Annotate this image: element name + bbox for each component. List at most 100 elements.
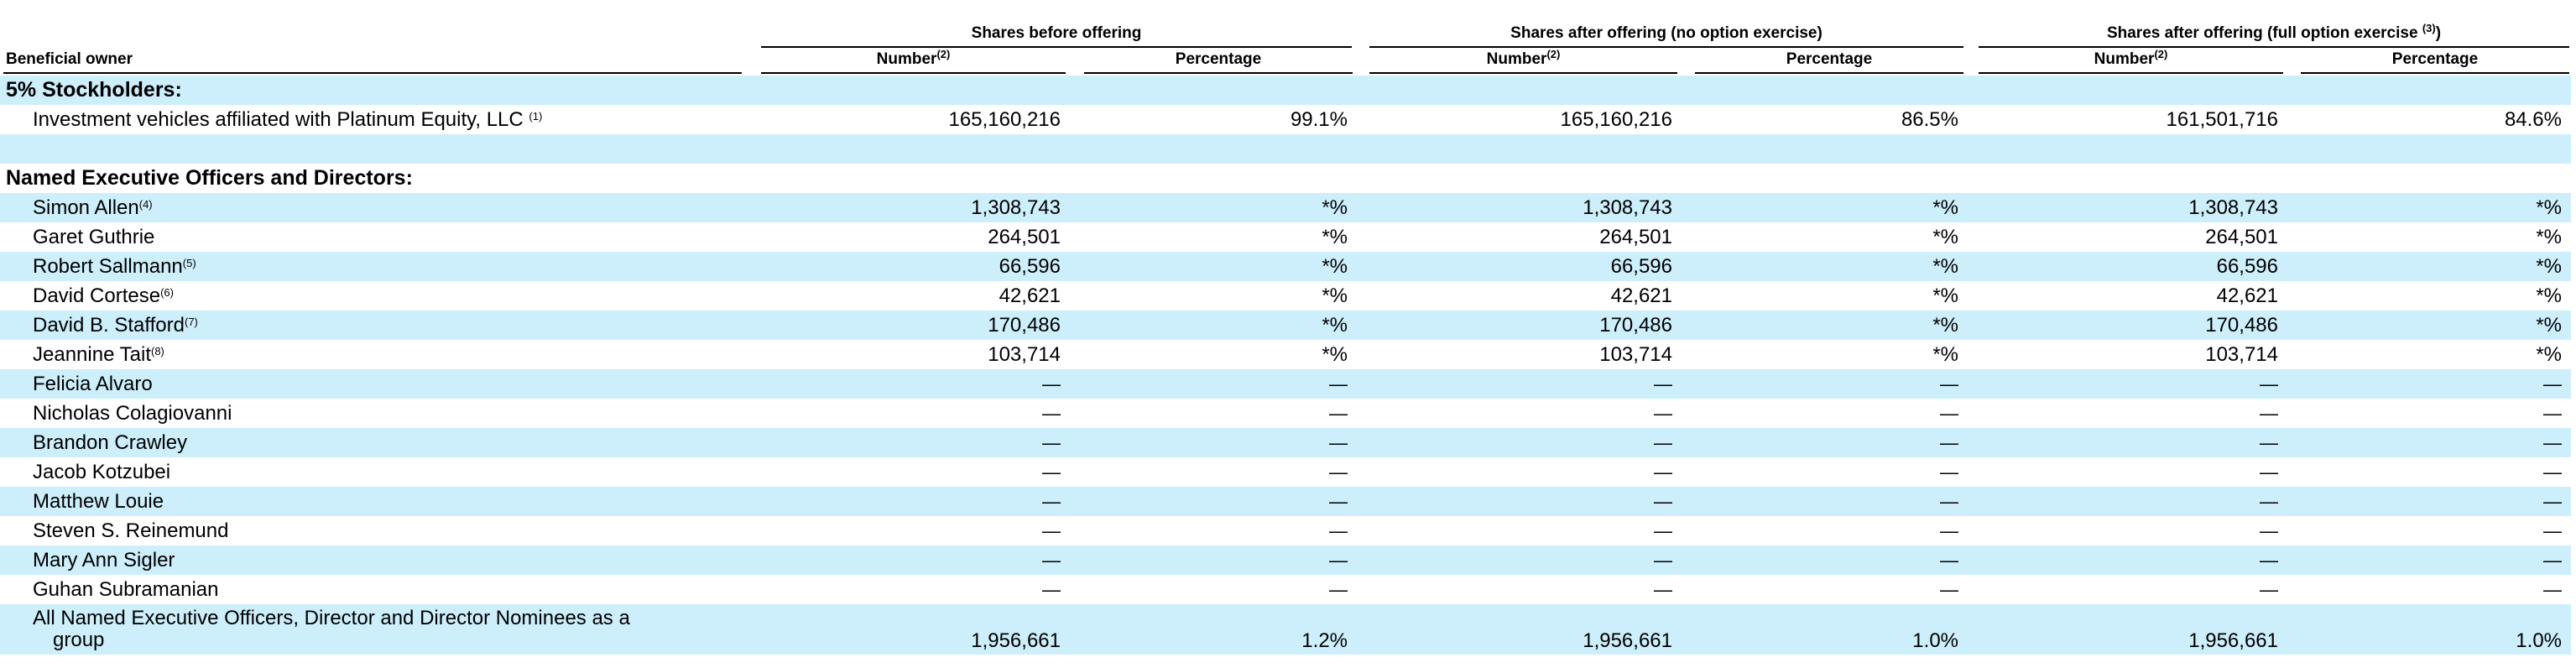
cell-number-no-option: 66,596 (1610, 255, 1672, 278)
subheader-percentage-1: Percentage (1175, 50, 1262, 68)
owner-name: Steven S. Reinemund (33, 519, 229, 542)
cell-number-no-option: — (1654, 403, 1672, 424)
owner-name: Jacob Kotzubei (33, 461, 171, 483)
footnote-ref: (8) (151, 345, 164, 357)
spacer-row (0, 134, 2571, 164)
cell-number-before: 170,486 (988, 314, 1061, 337)
owner-name: Investment vehicles affiliated with Plat… (33, 108, 543, 131)
cell-number-full-option: — (2260, 550, 2278, 571)
group-rule-no-option (1369, 46, 1963, 48)
cell-number-no-option: 103,714 (1599, 343, 1672, 366)
cell-percentage-no-option: *% (1932, 343, 1958, 366)
footnote-ref: (7) (184, 316, 198, 328)
cell-percentage-no-option: *% (1932, 284, 1958, 307)
subheader-number-1: Number(2) (876, 48, 951, 68)
cell-percentage-no-option: *% (1932, 255, 1958, 278)
cell-number-before: 1,308,743 (971, 196, 1061, 219)
cell-percentage-no-option: *% (1932, 314, 1958, 337)
table-row-platinum: Investment vehicles affiliated with Plat… (0, 105, 2571, 134)
cell-number-full-option: 1,308,743 (2188, 196, 2278, 219)
cell-percentage-before: *% (1322, 255, 1348, 278)
cell-percentage-full-option: — (2543, 579, 2562, 600)
cell-number-before: — (1042, 491, 1061, 512)
cell-number-no-option: 42,621 (1610, 284, 1672, 307)
cell-percentage-no-option: — (1940, 373, 1958, 394)
subheader-rule-5 (1979, 72, 2283, 74)
cell-number-full-option: 66,596 (2216, 255, 2278, 278)
cell-number-before: — (1042, 520, 1061, 541)
cell-number-no-option: — (1654, 491, 1672, 512)
total-name: All Named Executive Officers, Director a… (33, 607, 630, 651)
subheader-rule-3 (1369, 72, 1677, 74)
cell-number-full-option: — (2260, 491, 2278, 512)
cell-number-full-option: 1,956,661 (2188, 629, 2278, 652)
subheader-rule-2 (1084, 72, 1353, 74)
section-row-neo: Named Executive Officers and Directors: (0, 164, 2571, 193)
cell-number-no-option: 170,486 (1599, 314, 1672, 337)
owner-name: Nicholas Colagiovanni (33, 402, 232, 425)
owner-name: Simon Allen(4) (33, 196, 153, 219)
subheader-rule-6 (2301, 72, 2569, 74)
cell-number-full-option: — (2260, 373, 2278, 394)
owner-name: Felicia Alvaro (33, 373, 153, 395)
cell-percentage-before: — (1329, 462, 1348, 483)
owner-name: Matthew Louie (33, 490, 164, 513)
table-row: Felicia Alvaro — — — — — — (0, 369, 2571, 399)
cell-percentage-before: *% (1322, 196, 1348, 219)
subheader-number-3: Number(2) (2094, 48, 2168, 68)
cell-percentage-full-option: *% (2536, 255, 2562, 278)
cell-percentage-no-option: *% (1932, 226, 1958, 248)
subheader-rule-1 (761, 72, 1066, 74)
table-row: Brandon Crawley — — — — — — (0, 428, 2571, 457)
cell-percentage-full-option: *% (2536, 343, 2562, 366)
cell-number-no-option: — (1654, 550, 1672, 571)
cell-percentage-full-option: — (2543, 403, 2562, 424)
cell-number-before: 1,956,661 (971, 629, 1061, 652)
footnote-ref: (4) (138, 198, 153, 211)
cell-percentage-before: *% (1322, 226, 1348, 248)
cell-percentage-before: — (1329, 491, 1348, 512)
group-rule-full-option (1979, 46, 2569, 48)
cell-number-no-option: — (1654, 579, 1672, 600)
cell-number-full-option: 170,486 (2205, 314, 2278, 337)
group-header-before: Shares before offering (971, 24, 1142, 42)
cell-percentage-before: — (1329, 520, 1348, 541)
cell-percentage-no-option: — (1940, 520, 1958, 541)
section-label-5pct: 5% Stockholders: (6, 78, 182, 102)
group-header-no-option: Shares after offering (no option exercis… (1510, 24, 1822, 42)
cell-percentage-before: *% (1322, 343, 1348, 366)
cell-percentage-no-option: — (1940, 403, 1958, 424)
owner-name: David Cortese(6) (33, 284, 174, 307)
cell-percentage-full-option: *% (2536, 314, 2562, 337)
cell-percentage-before: 1.2% (1301, 629, 1348, 652)
cell-number-before: — (1042, 579, 1061, 600)
subheader-number-2: Number(2) (1486, 48, 1561, 68)
cell-number-before: — (1042, 432, 1061, 453)
owner-name: Robert Sallmann(5) (33, 255, 196, 278)
cell-percentage-before: 99.1% (1290, 108, 1348, 131)
cell-number-no-option: 1,308,743 (1583, 196, 1672, 219)
cell-number-no-option: 165,160,216 (1560, 108, 1672, 131)
cell-percentage-full-option: — (2543, 550, 2562, 571)
group-rule-before (761, 46, 1352, 48)
owner-name: Jeannine Tait(8) (33, 343, 164, 366)
owner-name: David B. Stafford(7) (33, 314, 198, 337)
owner-name: Garet Guthrie (33, 226, 155, 248)
cell-percentage-no-option: — (1940, 579, 1958, 600)
section-label-neo: Named Executive Officers and Directors: (6, 166, 413, 190)
cell-number-full-option: 161,501,716 (2166, 108, 2278, 131)
cell-percentage-before: — (1329, 579, 1348, 600)
cell-number-before: — (1042, 403, 1061, 424)
footnote-1: (1) (529, 110, 543, 123)
beneficial-owner-rule (3, 72, 742, 74)
table-row-total: All Named Executive Officers, Director a… (0, 604, 2571, 655)
cell-percentage-no-option: — (1940, 462, 1958, 483)
cell-number-full-option: — (2260, 432, 2278, 453)
cell-percentage-before: *% (1322, 314, 1348, 337)
cell-number-before: — (1042, 550, 1061, 571)
cell-number-no-option: 1,956,661 (1583, 629, 1672, 652)
table-row: Mary Ann Sigler — — — — — — (0, 545, 2571, 575)
cell-percentage-before: — (1329, 550, 1348, 571)
cell-number-before: 42,621 (999, 284, 1061, 307)
subheader-percentage-2: Percentage (1786, 50, 1873, 68)
